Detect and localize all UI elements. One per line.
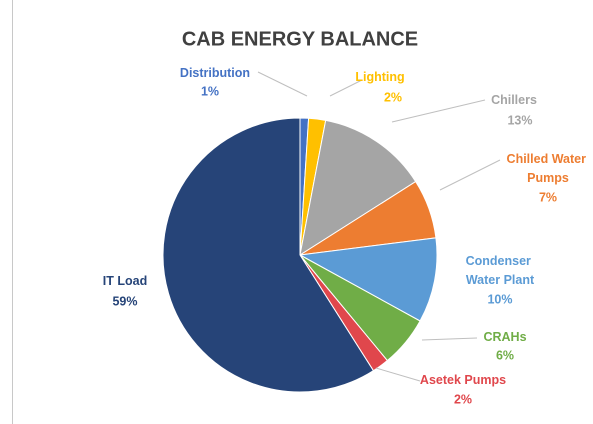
slice-value-label: 2% (384, 90, 402, 104)
leader-line (421, 337, 478, 341)
leader-line (439, 159, 501, 191)
slice-label: CRAHs (483, 330, 526, 344)
pie-slice (298, 237, 438, 322)
pie-slice (299, 119, 417, 257)
slice-label: Asetek Pumps (420, 373, 506, 387)
slice-value-label: 10% (487, 292, 512, 306)
slice-value-label: 13% (507, 113, 532, 127)
slice-label: Condenser Water Plant (466, 254, 535, 287)
pie-slice (162, 117, 375, 393)
slice-value-label: 2% (454, 392, 472, 406)
leader-line (391, 99, 486, 123)
leader-line (257, 71, 308, 97)
slice-value-label: 6% (496, 348, 514, 362)
slice-value-label: 1% (201, 84, 219, 98)
slice-label: Chilled Water Pumps (507, 152, 590, 185)
leader-line (329, 79, 363, 97)
slice-label: Lighting (355, 70, 404, 84)
chart-title: CAB ENERGY BALANCE (182, 28, 418, 50)
leader-line (375, 367, 421, 382)
slice-label: IT Load (103, 274, 147, 288)
slice-label: Chillers (491, 93, 537, 107)
slice-value-label: 59% (112, 294, 137, 308)
slice-label: Distribution (180, 66, 250, 80)
slice-value-label: 7% (539, 190, 557, 204)
